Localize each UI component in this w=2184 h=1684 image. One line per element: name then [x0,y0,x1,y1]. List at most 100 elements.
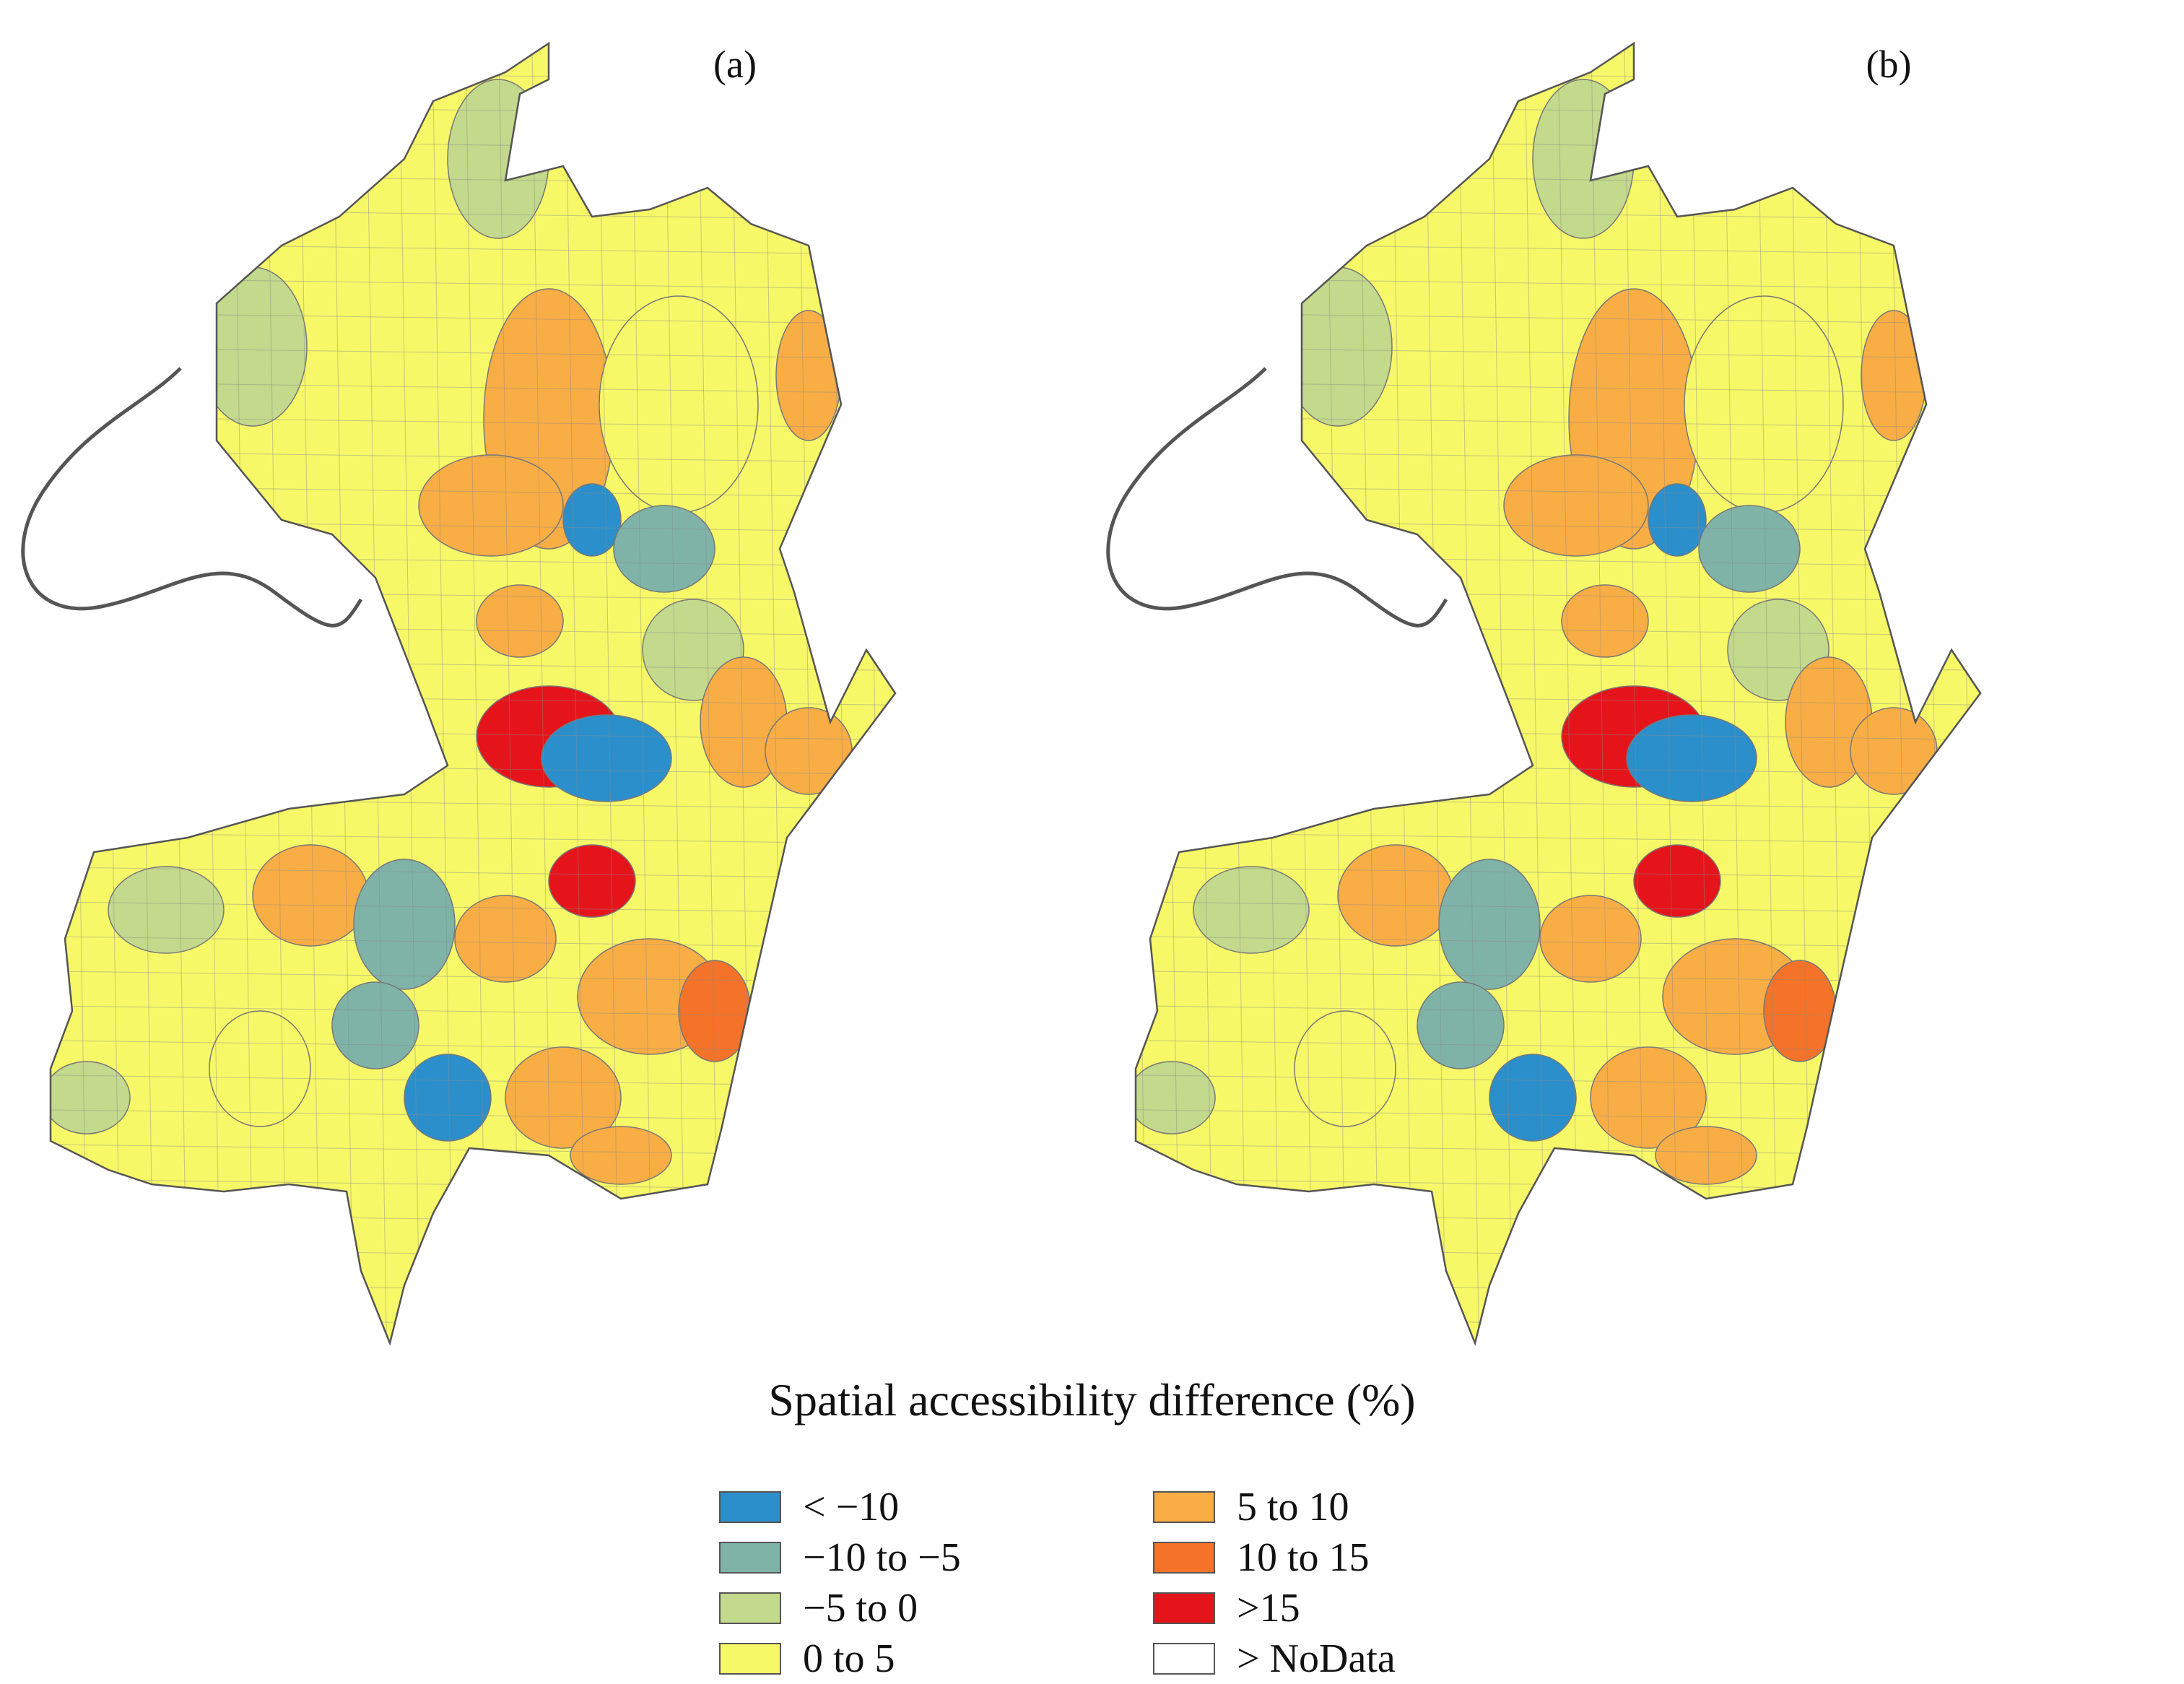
tract-boundary [1063,0,1084,1372]
tract-region [1879,974,1967,1077]
tract-region [2016,686,2146,845]
tract-boundary [630,43,653,1343]
tract-boundary [497,43,521,1343]
tract-boundary [1092,0,2184,14]
tract-boundary [1136,1074,1980,1090]
tract-region [1337,844,1454,947]
river-outline [21,367,363,628]
legend-column-left: < −10 −10 to −5 −5 to 0 0 to 5 [719,1482,961,1684]
tract-region [1417,981,1505,1069]
tract-boundary [51,43,56,1343]
tract-region [1861,310,1927,441]
tract-region [599,295,759,513]
tract-region [1539,895,1642,983]
tract-boundary [1989,0,2011,1372]
legend-label: < −10 [803,1485,900,1529]
legend-swatch [1153,1643,1215,1675]
legend-item-0-to-5: 0 to 5 [719,1633,961,1684]
tract-boundary [1030,0,1051,1372]
tract-region [1503,454,1649,557]
tract-region [1633,844,1721,918]
tract-region [1850,707,1938,795]
tract-boundary [1623,43,1646,1343]
tract-boundary [1136,138,1980,154]
tract-boundary [531,43,554,1343]
tract-boundary [1136,103,1980,119]
tract-boundary [897,0,918,1372]
city-outline [49,41,897,1347]
tract-boundary [66,43,89,1343]
tract-boundary [1136,1039,1980,1055]
tract-region [198,266,308,427]
river-outline [1106,367,1448,628]
tract-boundary [51,1316,895,1332]
legend-swatch [719,1592,781,1624]
legend-item-lt-minus10: < −10 [719,1482,961,1532]
tract-boundary [1136,970,1980,986]
legend-item-5-to-10: 5 to 10 [1153,1482,1396,1532]
tract-boundary [51,1247,895,1263]
tract-region [1398,599,1465,701]
tract-region [613,505,715,593]
tract-fills [0,0,1092,1372]
tract-boundary [51,1212,895,1228]
choropleth-map-a [0,0,1092,1372]
panel-label-b: (b) [1866,43,1912,86]
tract-boundary [996,0,1018,1372]
tract-boundary [51,1282,895,1298]
tract-boundary [1557,43,1580,1343]
tract-boundary [464,43,487,1343]
tract-region [313,599,380,701]
tract-region [844,1082,895,1142]
tract-boundary [2122,0,2144,1372]
tract-boundary [51,103,895,119]
legend-label: 0 to 5 [803,1636,895,1681]
tract-boundary [51,1074,895,1090]
tract-boundary [0,1352,1092,1366]
tract-region [1561,584,1649,658]
legend-label: −10 to −5 [803,1535,961,1580]
tract-boundary [0,0,1092,14]
panel-label-a: (a) [713,43,757,86]
tract-region [476,584,564,658]
tract-fills [1092,0,2184,1372]
tract-region [851,461,895,593]
legend-label: −5 to 0 [803,1586,918,1631]
tract-boundary [51,1143,895,1159]
tract-boundary [930,0,952,1372]
tract-region [548,844,636,918]
tract-region [541,714,672,802]
tract-region [353,859,456,990]
legend-label: 10 to 15 [1237,1535,1370,1580]
tract-boundary [697,43,720,1343]
tract-boundary [1723,43,1746,1343]
map-panel-a: (a) [0,0,1092,1372]
legend-label: > NoData [1237,1636,1396,1681]
tract-region [1294,1010,1396,1127]
tract-region [1590,1046,1707,1149]
legend-swatch [1153,1491,1215,1523]
tract-boundary [51,1004,895,1020]
tract-boundary [51,970,895,986]
tract-region [108,866,225,954]
tract-region [1648,483,1707,557]
tract-boundary [1092,1352,2184,1366]
tract-boundary [963,0,985,1372]
tract-region [2067,1083,2154,1141]
tract-boundary [51,1108,895,1124]
legend-column-right: 5 to 10 10 to 15 >15 > NoData [1153,1482,1396,1684]
tract-boundary [1136,1247,1980,1263]
legend-swatch [719,1542,781,1574]
tract-boundary [1136,1212,1980,1228]
tract-boundary [2022,0,2044,1372]
tract-region [252,844,369,947]
tract-region [418,454,564,557]
tract-boundary [1136,1316,1980,1332]
tract-boundary [1136,43,1148,1343]
map-panel-b: (b) [1092,0,2184,1372]
legend-swatch [719,1491,781,1523]
legend-swatch [719,1643,781,1675]
tract-boundary [2089,0,2110,1372]
tract-boundary [2055,0,2077,1372]
tract-region [1655,1126,1757,1185]
